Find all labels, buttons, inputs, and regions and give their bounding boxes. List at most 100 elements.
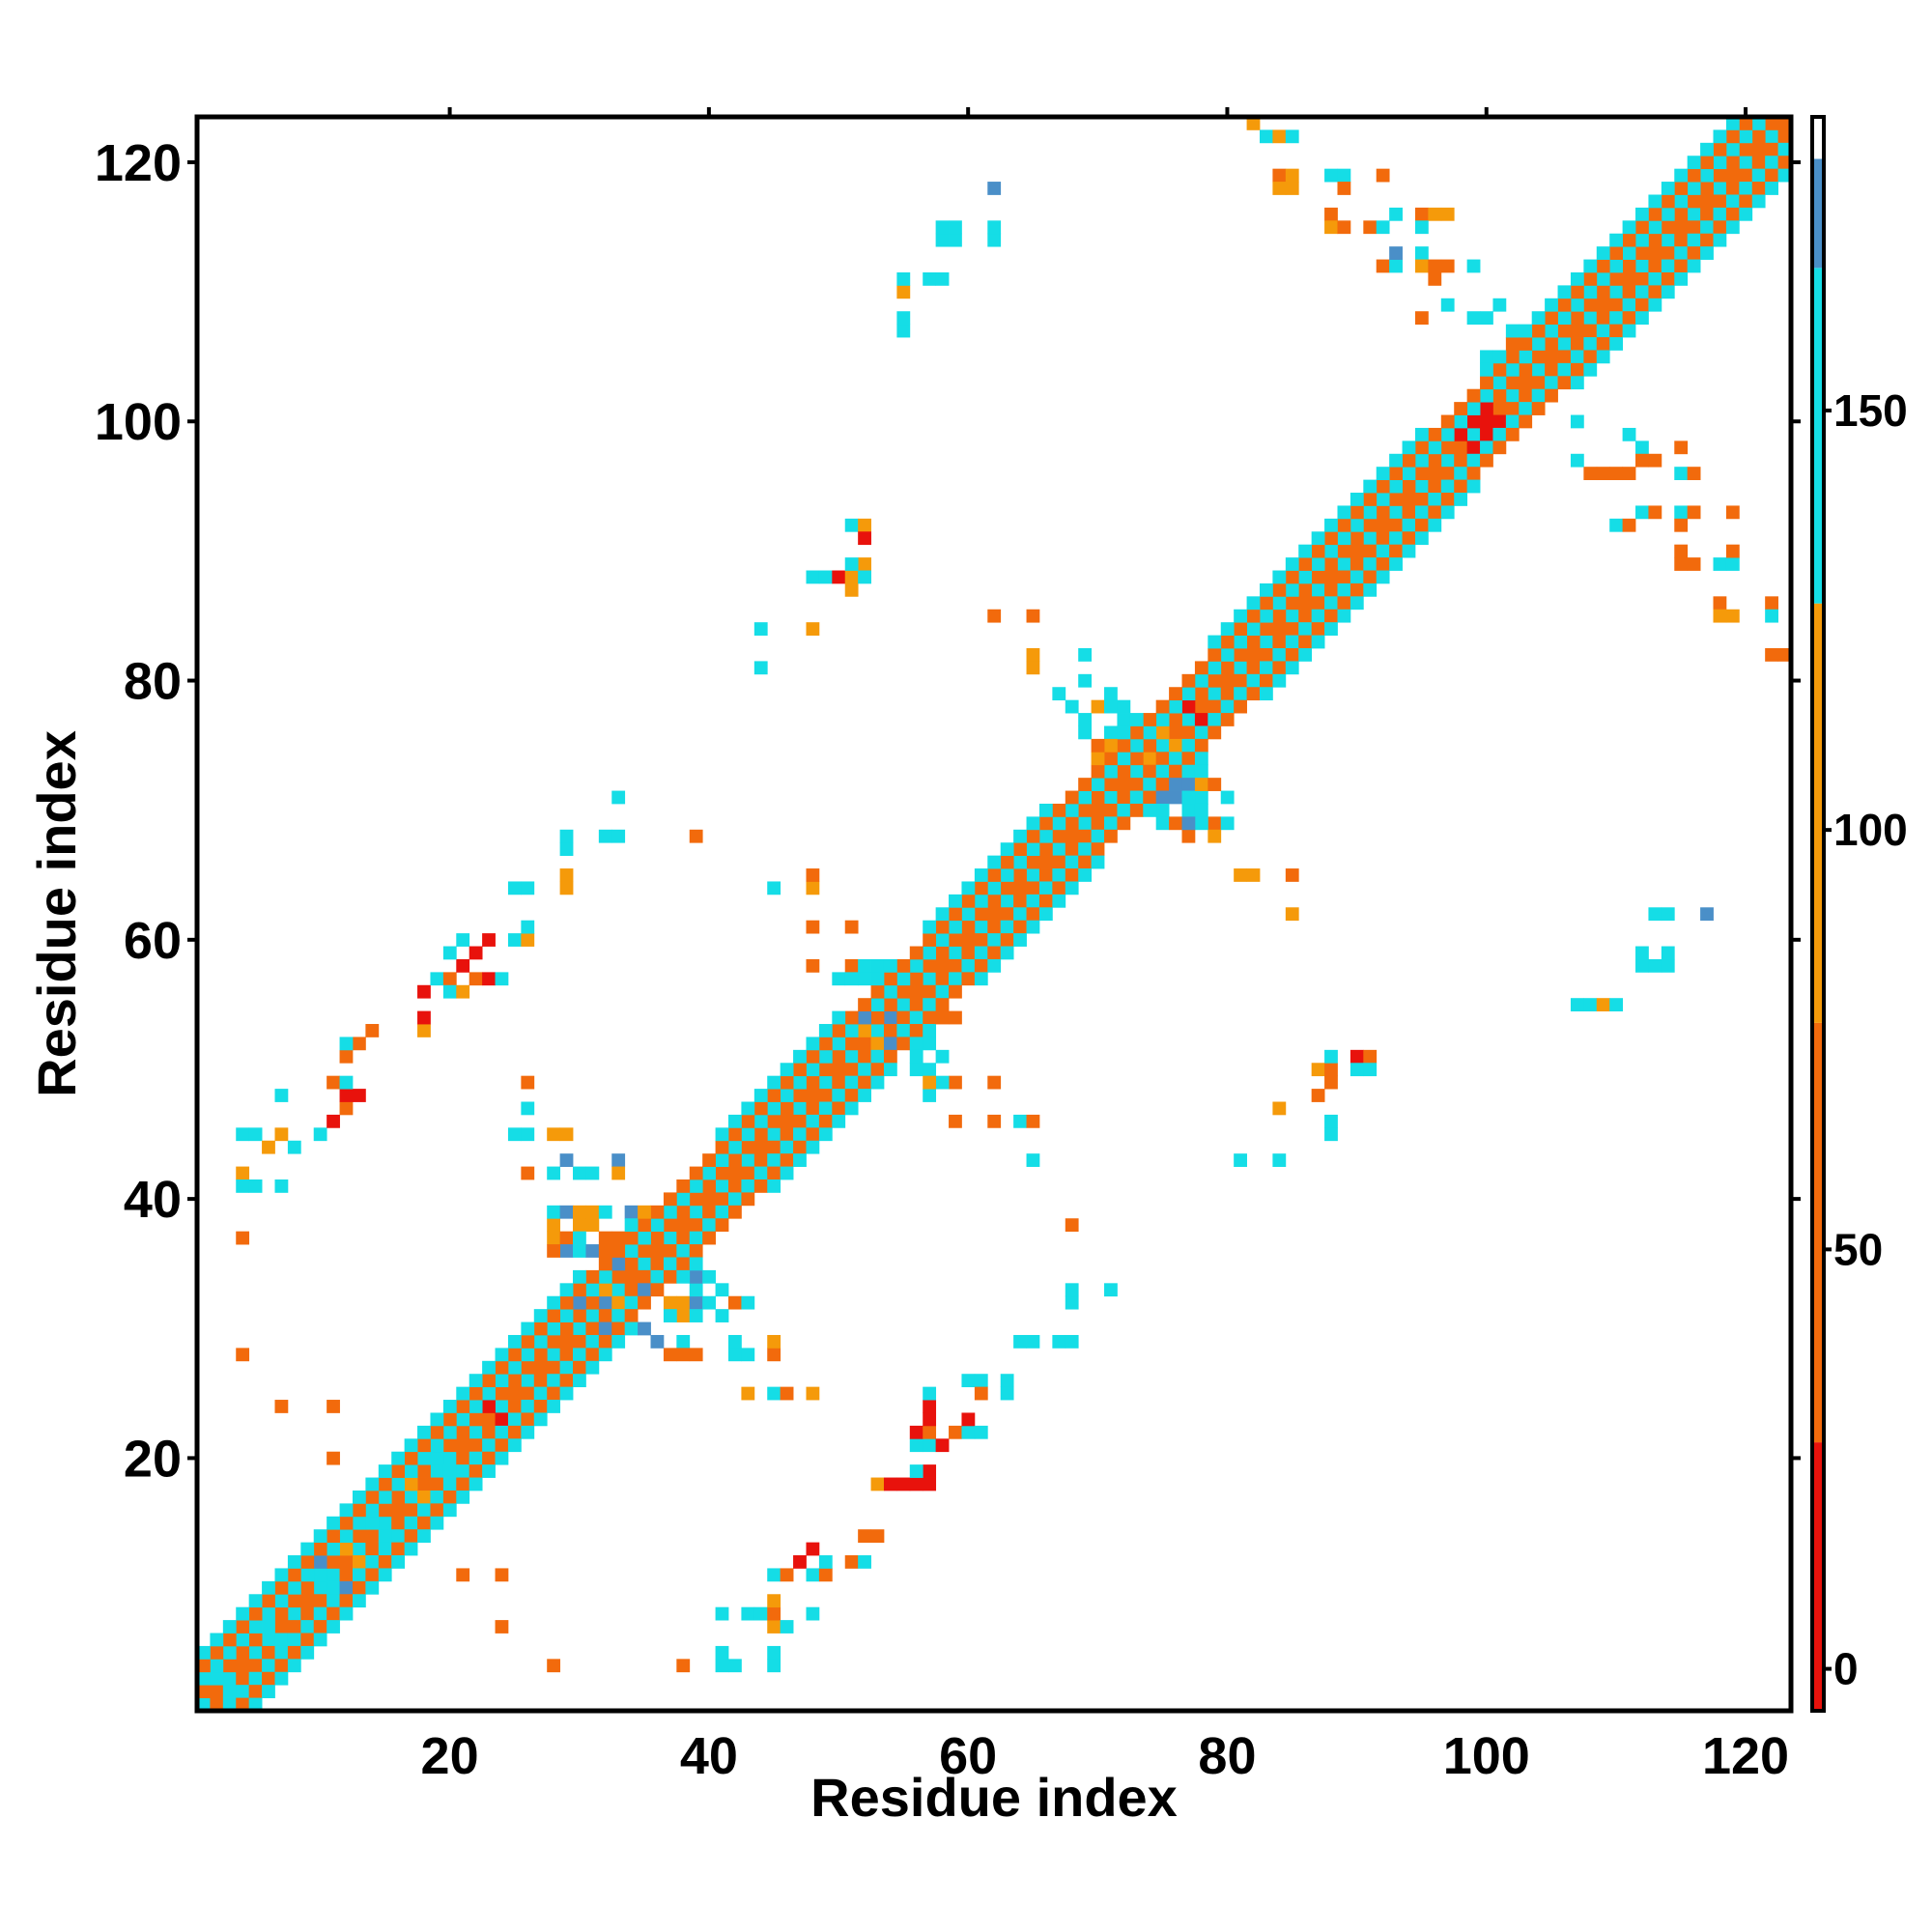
heatmap-cell <box>1194 661 1208 675</box>
heatmap-cell <box>1751 117 1766 130</box>
heatmap-cell <box>858 1024 871 1037</box>
heatmap-cell <box>430 972 444 986</box>
heatmap-cell <box>818 1037 833 1051</box>
heatmap-cell <box>274 1620 289 1634</box>
heatmap-cell <box>987 1075 1002 1090</box>
heatmap-cell <box>559 1348 574 1362</box>
heatmap-cell <box>1117 699 1131 714</box>
heatmap-cell <box>1570 298 1584 312</box>
heatmap-cell <box>1155 778 1170 791</box>
heatmap-cell <box>1363 544 1378 558</box>
heatmap-cell <box>1389 518 1403 532</box>
y-tick-label: 80 <box>124 653 182 711</box>
heatmap-cell <box>1635 453 1649 468</box>
heatmap-cell <box>352 1594 366 1608</box>
heatmap-cell <box>1337 220 1351 235</box>
heatmap-cell <box>1440 414 1455 429</box>
heatmap-cell <box>495 1400 509 1413</box>
heatmap-cell <box>417 1490 431 1504</box>
heatmap-cell <box>1648 207 1662 221</box>
heatmap-cell <box>1596 271 1610 286</box>
heatmap-cell <box>598 1321 612 1336</box>
heatmap-cell <box>1143 738 1157 753</box>
heatmap-cell <box>1609 324 1624 338</box>
heatmap-cell <box>417 1477 431 1492</box>
heatmap-cell <box>442 984 457 999</box>
heatmap-cell <box>365 1580 380 1595</box>
heatmap-cell <box>1531 376 1546 390</box>
heatmap-cell <box>391 1451 406 1465</box>
heatmap-cell <box>961 1374 976 1388</box>
heatmap-cell <box>1674 168 1689 183</box>
heatmap-cell <box>1311 1063 1325 1077</box>
heatmap-cell <box>469 1386 483 1401</box>
heatmap-cell <box>391 1542 406 1556</box>
heatmap-cell <box>248 1659 263 1673</box>
heatmap-cell <box>1208 699 1222 714</box>
heatmap-cell <box>1363 518 1378 532</box>
heatmap-cell <box>1376 557 1390 571</box>
heatmap-cell <box>663 1244 677 1258</box>
heatmap-cell <box>870 1037 885 1051</box>
heatmap-cell <box>806 570 820 584</box>
heatmap-cell <box>236 1671 250 1686</box>
heatmap-cell <box>1648 246 1662 260</box>
heatmap-cell <box>806 1075 820 1090</box>
heatmap-cell <box>1674 440 1689 455</box>
heatmap-cell <box>521 1127 535 1142</box>
heatmap-cell <box>1492 402 1507 415</box>
heatmap-cell <box>1609 467 1624 481</box>
heatmap-cell <box>676 1179 691 1193</box>
heatmap-cell <box>1376 518 1390 532</box>
heatmap-cell <box>1661 233 1675 247</box>
heatmap-cell <box>262 1620 275 1634</box>
heatmap-cell <box>365 1477 380 1492</box>
heatmap-cell <box>598 1205 612 1219</box>
heatmap-cell <box>1505 337 1520 351</box>
heatmap-cell <box>1311 596 1325 611</box>
heatmap-cell <box>624 1205 639 1219</box>
heatmap-cell <box>1440 479 1455 494</box>
heatmap-cell <box>1194 764 1208 779</box>
heatmap-cell <box>442 1425 457 1439</box>
heatmap-cell <box>1104 752 1118 766</box>
heatmap-cell <box>780 1075 794 1090</box>
heatmap-cell <box>222 1633 237 1647</box>
y-tick-label: 120 <box>95 134 182 192</box>
heatmap-cell <box>1454 440 1468 455</box>
heatmap-cell <box>949 933 962 947</box>
heatmap-cell <box>1609 246 1624 260</box>
heatmap-cell <box>1402 531 1416 546</box>
heatmap-cell <box>1739 156 1753 170</box>
heatmap-cell <box>1739 194 1753 209</box>
heatmap-cell <box>896 972 911 986</box>
heatmap-cell <box>1091 842 1105 857</box>
heatmap-cell <box>753 1127 768 1142</box>
heatmap-cell <box>1376 570 1390 584</box>
heatmap-cell <box>1143 790 1157 805</box>
heatmap-cell <box>1725 557 1740 571</box>
heatmap-cell <box>624 1257 639 1271</box>
heatmap-cell <box>442 972 457 986</box>
heatmap-cell <box>949 894 962 908</box>
heatmap-cell <box>1583 337 1598 351</box>
heatmap-cell <box>598 1348 612 1362</box>
y-tick-label: 60 <box>124 912 182 970</box>
heatmap-cell <box>1414 453 1429 468</box>
heatmap-cell <box>1220 648 1235 662</box>
heatmap-cell <box>378 1503 392 1518</box>
heatmap-cell <box>702 1269 716 1284</box>
heatmap-cell <box>844 1024 859 1037</box>
heatmap-cell <box>1648 233 1662 247</box>
heatmap-cell <box>1285 182 1299 195</box>
heatmap-cell <box>1220 673 1235 688</box>
heatmap-cell <box>715 1140 729 1154</box>
heatmap-cell <box>1622 311 1636 326</box>
heatmap-cell <box>287 1580 301 1595</box>
heatmap-cell <box>339 1089 354 1102</box>
heatmap-cell <box>844 1075 859 1090</box>
heatmap-cell <box>1389 493 1403 506</box>
heatmap-cell <box>1272 1101 1287 1116</box>
heatmap-cell <box>547 1244 561 1258</box>
heatmap-cell <box>987 1114 1002 1128</box>
